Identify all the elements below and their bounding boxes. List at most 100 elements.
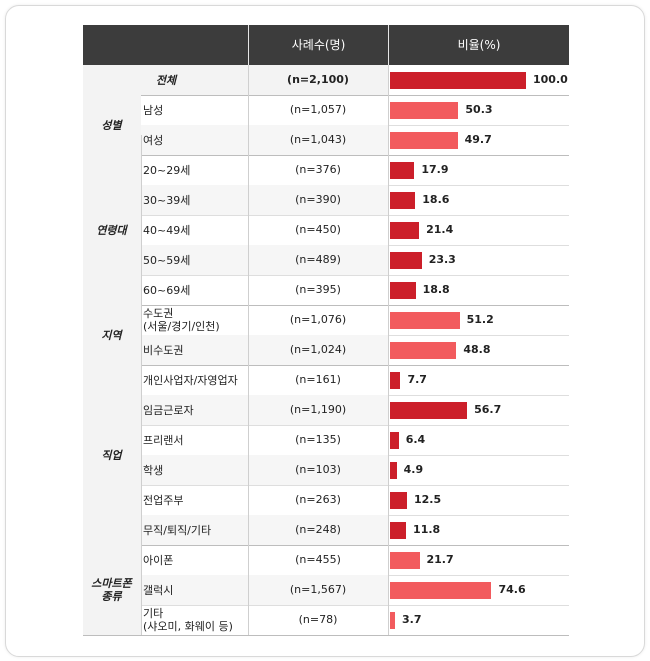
table-row: 전업주부 (n=263) 12.5 [83, 485, 569, 515]
ratio-bar [390, 582, 492, 599]
row-count: (n=2,100) [287, 73, 349, 86]
row-bg [141, 455, 388, 485]
row-count: (n=450) [295, 223, 341, 236]
row-label: 아이폰 [143, 553, 174, 567]
row-label: 학생 [143, 463, 164, 477]
bar-value-label: 48.8 [463, 343, 491, 356]
bar-value-label: 11.8 [413, 523, 441, 536]
row-divider [141, 485, 569, 486]
header-divider [388, 25, 389, 65]
group-cell-bg [83, 65, 388, 95]
ratio-bar [390, 72, 526, 89]
category-label: 직업 [101, 448, 122, 462]
table-row: 무직/퇴직/기타 (n=248) 11.8 [83, 515, 569, 545]
row-label: 30~39세 [143, 193, 191, 207]
category-label: 스마트폰 종류 [91, 577, 132, 603]
row-count: (n=1,567) [289, 583, 347, 596]
header-ratio: 비율(%) [457, 38, 501, 52]
table-row: 60~69세 (n=395) 18.8 [83, 275, 569, 305]
row-count: (n=1,043) [289, 133, 347, 146]
bar-value-label: 21.4 [426, 223, 454, 236]
row-bg [141, 395, 388, 425]
row-label: 갤럭시 [143, 583, 174, 597]
table-row: 학생 (n=103) 4.9 [83, 455, 569, 485]
ratio-bar [390, 162, 415, 179]
ratio-bar [390, 342, 457, 359]
bar-value-label: 23.3 [428, 253, 456, 266]
header-divider [248, 25, 249, 65]
row-count: (n=78) [298, 613, 338, 626]
bar-value-label: 7.7 [407, 373, 427, 386]
ratio-bar [390, 102, 459, 119]
row-count: (n=455) [295, 553, 341, 566]
category-label: 성별 [101, 118, 122, 132]
table-row: 개인사업자/자영업자 (n=161) 7.7 [83, 365, 569, 395]
table-row: 갤럭시 (n=1,567) 74.6 [83, 575, 569, 605]
ratio-bar [390, 252, 422, 269]
row-count: (n=263) [295, 493, 341, 506]
column-divider [248, 65, 249, 635]
ratio-bar [390, 132, 458, 149]
group-divider [83, 305, 569, 306]
row-count: (n=376) [295, 163, 341, 176]
row-count: (n=161) [295, 373, 341, 386]
table-row: 비수도권 (n=1,024) 48.8 [83, 335, 569, 365]
table-row: 40~49세 (n=450) 21.4 [83, 215, 569, 245]
row-count: (n=1,057) [289, 103, 347, 116]
row-label: 프리랜서 [143, 433, 184, 447]
table-row: (n=2,100) 100.0 [83, 65, 569, 95]
ratio-bar [390, 462, 397, 479]
bar-value-label: 4.9 [403, 463, 424, 476]
bar-value-label: 6.4 [405, 433, 426, 446]
row-label: 남성 [143, 103, 164, 117]
group-cell-bg [83, 545, 141, 635]
ratio-bar [390, 522, 407, 539]
ratio-bar [390, 552, 420, 569]
row-label: 개인사업자/자영업자 [143, 373, 238, 387]
table-header: 사례수(명) 비율(%) [83, 25, 569, 65]
table-row: 수도권 (서울/경기/인천) (n=1,076) 51.2 [83, 305, 569, 335]
row-divider [141, 275, 569, 276]
header-count: 사례수(명) [291, 38, 346, 52]
category-label: 연령대 [96, 223, 127, 237]
bar-value-label: 100.0 [533, 73, 568, 86]
ratio-bar [390, 432, 399, 449]
row-count: (n=1,190) [289, 403, 347, 416]
row-label: 무직/퇴직/기타 [143, 523, 212, 537]
row-count: (n=135) [295, 433, 341, 446]
row-count: (n=1,076) [289, 313, 347, 326]
group-divider [83, 545, 569, 546]
ratio-bar [390, 612, 396, 629]
column-divider [388, 65, 389, 635]
bar-value-label: 74.6 [498, 583, 526, 596]
row-count: (n=103) [295, 463, 341, 476]
group-divider [83, 635, 569, 636]
row-count: (n=489) [295, 253, 341, 266]
table-row: 아이폰 (n=455) 21.7 [83, 545, 569, 575]
table-row: 프리랜서 (n=135) 6.4 [83, 425, 569, 455]
ratio-bar [390, 402, 468, 419]
bar-value-label: 56.7 [474, 403, 502, 416]
group-cell-bg [83, 155, 141, 305]
row-count: (n=390) [295, 193, 341, 206]
ratio-bar [390, 222, 420, 239]
ratio-bar [390, 282, 416, 299]
row-bg [141, 575, 388, 605]
row-label: 50~59세 [143, 253, 191, 267]
bar-value-label: 17.9 [421, 163, 449, 176]
row-bg [141, 335, 388, 365]
row-label: 전업주부 [143, 493, 184, 507]
table-row: 30~39세 (n=390) 18.6 [83, 185, 569, 215]
table-row: 임금근로자 (n=1,190) 56.7 [83, 395, 569, 425]
column-divider [141, 135, 142, 635]
ratio-bar [390, 372, 401, 389]
bar-value-label: 21.7 [426, 553, 454, 566]
row-count: (n=248) [295, 523, 341, 536]
table-row: 여성 (n=1,043) 49.7 [83, 125, 569, 155]
row-bg [141, 515, 388, 545]
group-cell-bg [83, 305, 141, 365]
row-divider [141, 215, 569, 216]
bar-value-label: 18.8 [422, 283, 450, 296]
bar-value-label: 50.3 [465, 103, 493, 116]
group-divider [83, 365, 569, 366]
